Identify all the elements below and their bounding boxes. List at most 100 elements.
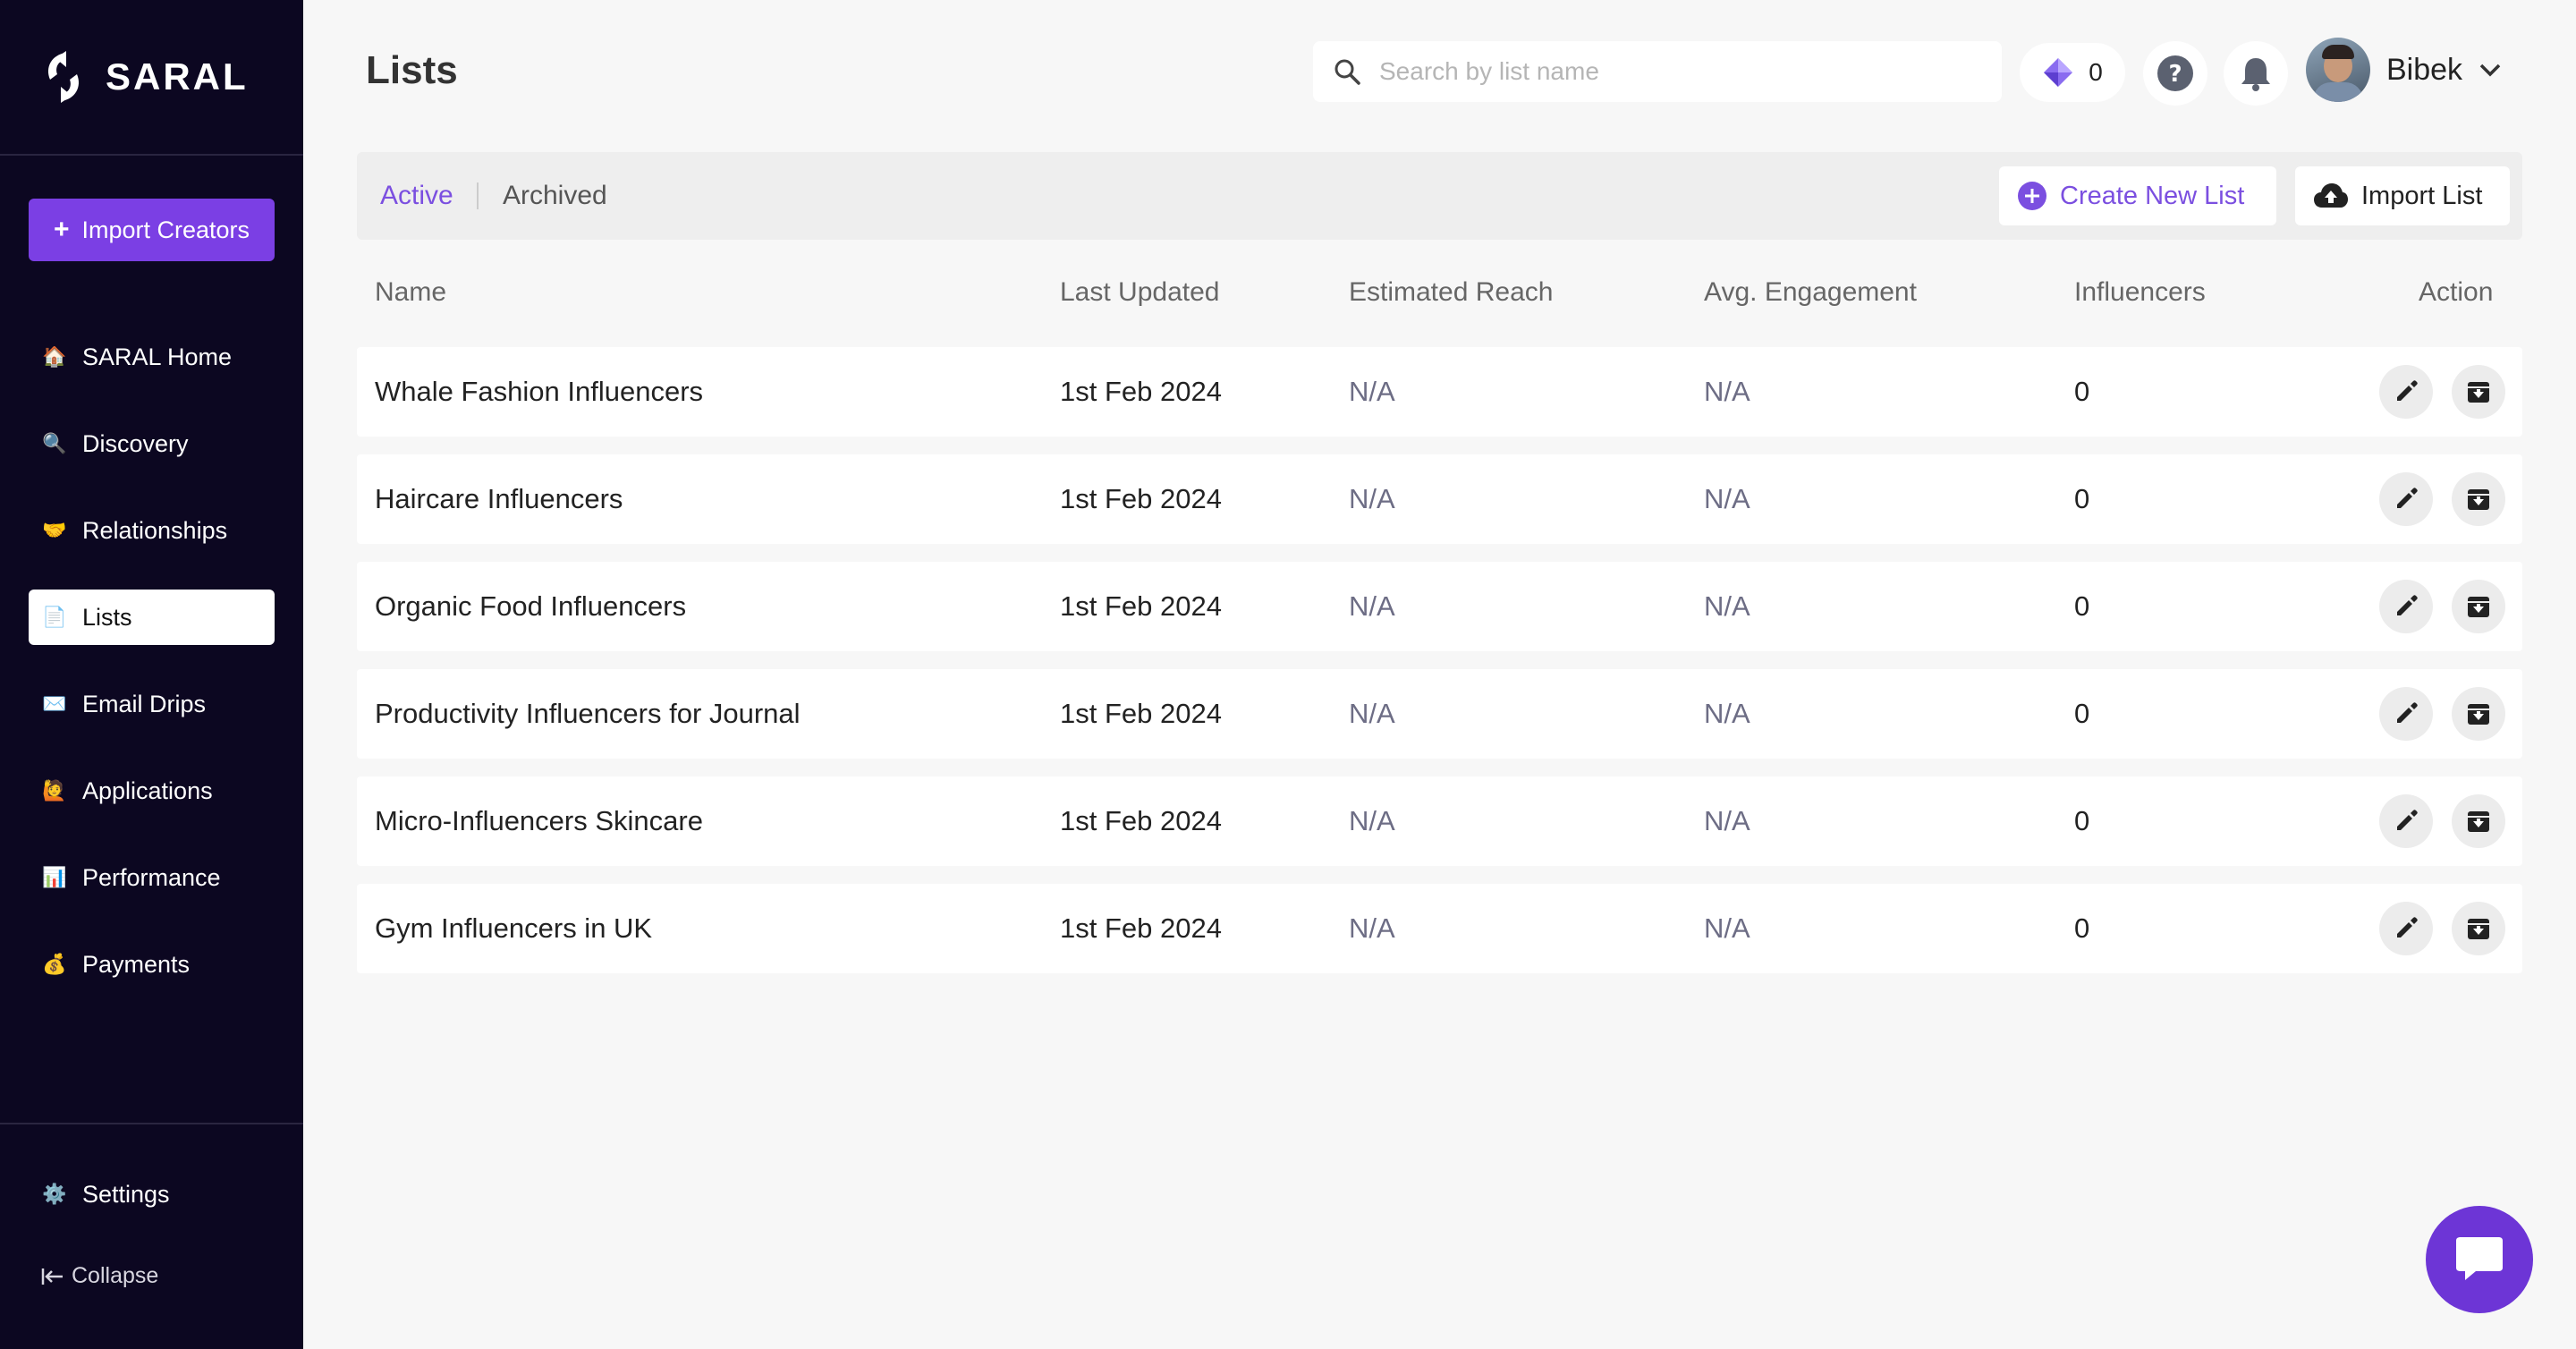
edit-list-button[interactable] <box>2379 687 2433 741</box>
edit-list-button[interactable] <box>2379 472 2433 526</box>
list-name[interactable]: Haircare Influencers <box>375 483 623 514</box>
list-name[interactable]: Productivity Influencers for Journal <box>375 698 801 729</box>
column-header-last-updated[interactable]: Last Updated <box>1060 277 1220 307</box>
plus-icon: + <box>53 215 70 244</box>
list-name[interactable]: Whale Fashion Influencers <box>375 376 704 407</box>
sidebar-item-applications[interactable]: 🙋 Applications <box>29 763 275 819</box>
sidebar-item-saral-home[interactable]: 🏠 SARAL Home <box>29 329 275 385</box>
sidebar-divider <box>0 1123 303 1124</box>
estimated-reach: N/A <box>1349 912 1395 944</box>
sidebar-item-performance[interactable]: 📊 Performance <box>29 850 275 905</box>
archive-box-icon <box>2468 489 2489 510</box>
sidebar-item-payments[interactable]: 💰 Payments <box>29 937 275 992</box>
tab-archived[interactable]: Archived <box>503 181 607 210</box>
sidebar-item-label: Email Drips <box>82 690 207 717</box>
column-header-influencers[interactable]: Influencers <box>2074 277 2206 307</box>
sidebar: SARAL + Import Creators 🏠 SARAL Home 🔍 Disc… <box>0 0 303 1349</box>
credits-count: 0 <box>2089 58 2103 86</box>
sidebar-item-discovery[interactable]: 🔍 Discovery <box>29 416 275 471</box>
estimated-reach: N/A <box>1349 698 1395 729</box>
search-box[interactable] <box>1313 41 2002 102</box>
import-creators-button[interactable]: + Import Creators <box>29 199 275 261</box>
page-title: Lists <box>366 48 458 92</box>
raised-hand-icon: 🙋 <box>42 779 67 802</box>
edit-list-button[interactable] <box>2379 580 2433 633</box>
column-header-avg-engagement[interactable]: Avg. Engagement <box>1704 277 1917 307</box>
bar-chart-icon: 📊 <box>42 866 67 888</box>
user-name: Bibek <box>2386 52 2463 87</box>
credits-badge[interactable]: 0 <box>2020 43 2125 102</box>
import-list-button[interactable]: Import List <box>2295 166 2510 225</box>
archive-list-button[interactable] <box>2452 687 2505 741</box>
edit-list-button[interactable] <box>2379 365 2433 419</box>
tab-active[interactable]: Active <box>380 181 453 210</box>
column-header-estimated-reach[interactable]: Estimated Reach <box>1349 277 1554 307</box>
search-icon <box>1335 59 1360 85</box>
list-toolbar: Active Archived Create New List Import L… <box>357 152 2522 240</box>
column-header-action: Action <box>2419 277 2494 307</box>
tab-separator <box>477 182 479 209</box>
sidebar-item-label: Payments <box>82 950 191 978</box>
chat-launcher-button[interactable] <box>2426 1206 2533 1313</box>
collapse-arrow-icon <box>41 1268 63 1285</box>
page-icon: 📄 <box>42 606 67 628</box>
archive-box-icon <box>2468 382 2489 403</box>
influencer-count: 0 <box>2074 590 2090 622</box>
column-header-name[interactable]: Name <box>375 277 447 307</box>
pencil-icon <box>2397 702 2418 723</box>
notifications-button[interactable] <box>2224 41 2288 106</box>
avg-engagement: N/A <box>1704 376 1750 407</box>
help-button[interactable]: ? <box>2143 41 2207 106</box>
archive-list-button[interactable] <box>2452 902 2505 955</box>
svg-text:?: ? <box>2168 61 2182 88</box>
chat-bubble-icon <box>2456 1237 2503 1280</box>
money-bag-icon: 💰 <box>42 953 67 975</box>
sidebar-item-settings[interactable]: ⚙️ Settings <box>29 1167 275 1222</box>
create-new-list-label: Create New List <box>2060 181 2245 210</box>
table-row[interactable]: Productivity Influencers for Journal 1st … <box>357 669 2522 759</box>
list-name[interactable]: Gym Influencers in UK <box>375 912 653 944</box>
list-name[interactable]: Micro-Influencers Skincare <box>375 805 703 836</box>
envelope-icon: ✉️ <box>42 692 67 715</box>
list-name[interactable]: Organic Food Influencers <box>375 590 687 622</box>
influencer-count: 0 <box>2074 805 2090 836</box>
brand-name: SARAL <box>106 55 249 98</box>
sidebar-item-label: SARAL Home <box>82 343 233 370</box>
collapse-button[interactable]: Collapse <box>41 1263 158 1289</box>
last-updated: 1st Feb 2024 <box>1060 483 1222 514</box>
table-row[interactable]: Whale Fashion Influencers 1st Feb 2024 N/A… <box>357 347 2522 437</box>
avatar <box>2306 38 2370 102</box>
search-input[interactable] <box>1379 57 1970 86</box>
sidebar-item-label: Settings <box>82 1180 170 1208</box>
edit-list-button[interactable] <box>2379 902 2433 955</box>
edit-list-button[interactable] <box>2379 794 2433 848</box>
archive-list-button[interactable] <box>2452 472 2505 526</box>
table-row[interactable]: Micro-Influencers Skincare 1st Feb 2024 N/… <box>357 776 2522 866</box>
sidebar-item-relationships[interactable]: 🤝 Relationships <box>29 503 275 558</box>
table-row[interactable]: Gym Influencers in UK 1st Feb 2024 N/A N/A 0 <box>357 884 2522 973</box>
estimated-reach: N/A <box>1349 805 1395 836</box>
archive-list-button[interactable] <box>2452 580 2505 633</box>
pencil-icon <box>2397 917 2418 938</box>
sidebar-item-lists[interactable]: 📄 Lists <box>29 590 275 645</box>
user-menu[interactable]: Bibek <box>2306 38 2502 102</box>
estimated-reach: N/A <box>1349 590 1395 622</box>
last-updated: 1st Feb 2024 <box>1060 376 1222 407</box>
sidebar-item-label: Discovery <box>82 429 189 457</box>
sidebar-item-email-drips[interactable]: ✉️ Email Drips <box>29 676 275 732</box>
influencer-count: 0 <box>2074 376 2090 407</box>
saral-logo[interactable]: SARAL <box>39 50 249 104</box>
last-updated: 1st Feb 2024 <box>1060 912 1222 944</box>
collapse-label: Collapse <box>72 1263 159 1288</box>
table-row[interactable]: Haircare Influencers 1st Feb 2024 N/A N/A 0 <box>357 454 2522 544</box>
last-updated: 1st Feb 2024 <box>1060 698 1222 729</box>
table-row[interactable]: Organic Food Influencers 1st Feb 2024 N/A N… <box>357 562 2522 651</box>
avg-engagement: N/A <box>1704 805 1750 836</box>
import-creators-label: Import Creators <box>81 216 250 243</box>
question-icon: ? <box>2157 55 2193 91</box>
archive-list-button[interactable] <box>2452 365 2505 419</box>
diamond-icon <box>2044 58 2073 87</box>
sidebar-item-label: Lists <box>82 603 132 631</box>
create-new-list-button[interactable]: Create New List <box>1999 166 2276 225</box>
archive-list-button[interactable] <box>2452 794 2505 848</box>
